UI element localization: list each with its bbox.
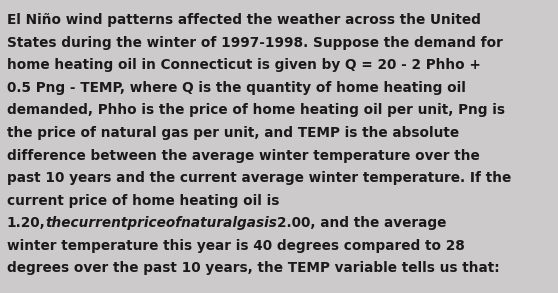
Text: 0.5 Png - TEMP, where Q is the quantity of home heating oil: 0.5 Png - TEMP, where Q is the quantity … (7, 81, 465, 95)
Text: the price of natural gas per unit, and TEMP is the absolute: the price of natural gas per unit, and T… (7, 126, 459, 140)
Text: current price of home heating oil is: current price of home heating oil is (7, 194, 279, 208)
Text: 1.20,: 1.20, (7, 216, 45, 230)
Text: El Niño wind patterns affected the weather across the United: El Niño wind patterns affected the weath… (7, 13, 480, 27)
Text: difference between the average winter temperature over the: difference between the average winter te… (7, 149, 479, 163)
Text: 2.00, and the average: 2.00, and the average (277, 216, 447, 230)
Text: home heating oil in Connecticut is given by Q = 20 - 2 Phho +: home heating oil in Connecticut is given… (7, 58, 480, 72)
Text: past 10 years and the current average winter temperature. If the: past 10 years and the current average wi… (7, 171, 511, 185)
Text: thecurrentpriceofnaturalgasis: thecurrentpriceofnaturalgasis (45, 216, 277, 230)
Text: States during the winter of 1997-1998. Suppose the demand for: States during the winter of 1997-1998. S… (7, 36, 503, 50)
Text: demanded, Phho is the price of home heating oil per unit, Png is: demanded, Phho is the price of home heat… (7, 103, 504, 117)
Text: degrees over the past 10 years, the TEMP variable tells us that:: degrees over the past 10 years, the TEMP… (7, 261, 499, 275)
Text: winter temperature this year is 40 degrees compared to 28: winter temperature this year is 40 degre… (7, 239, 465, 253)
